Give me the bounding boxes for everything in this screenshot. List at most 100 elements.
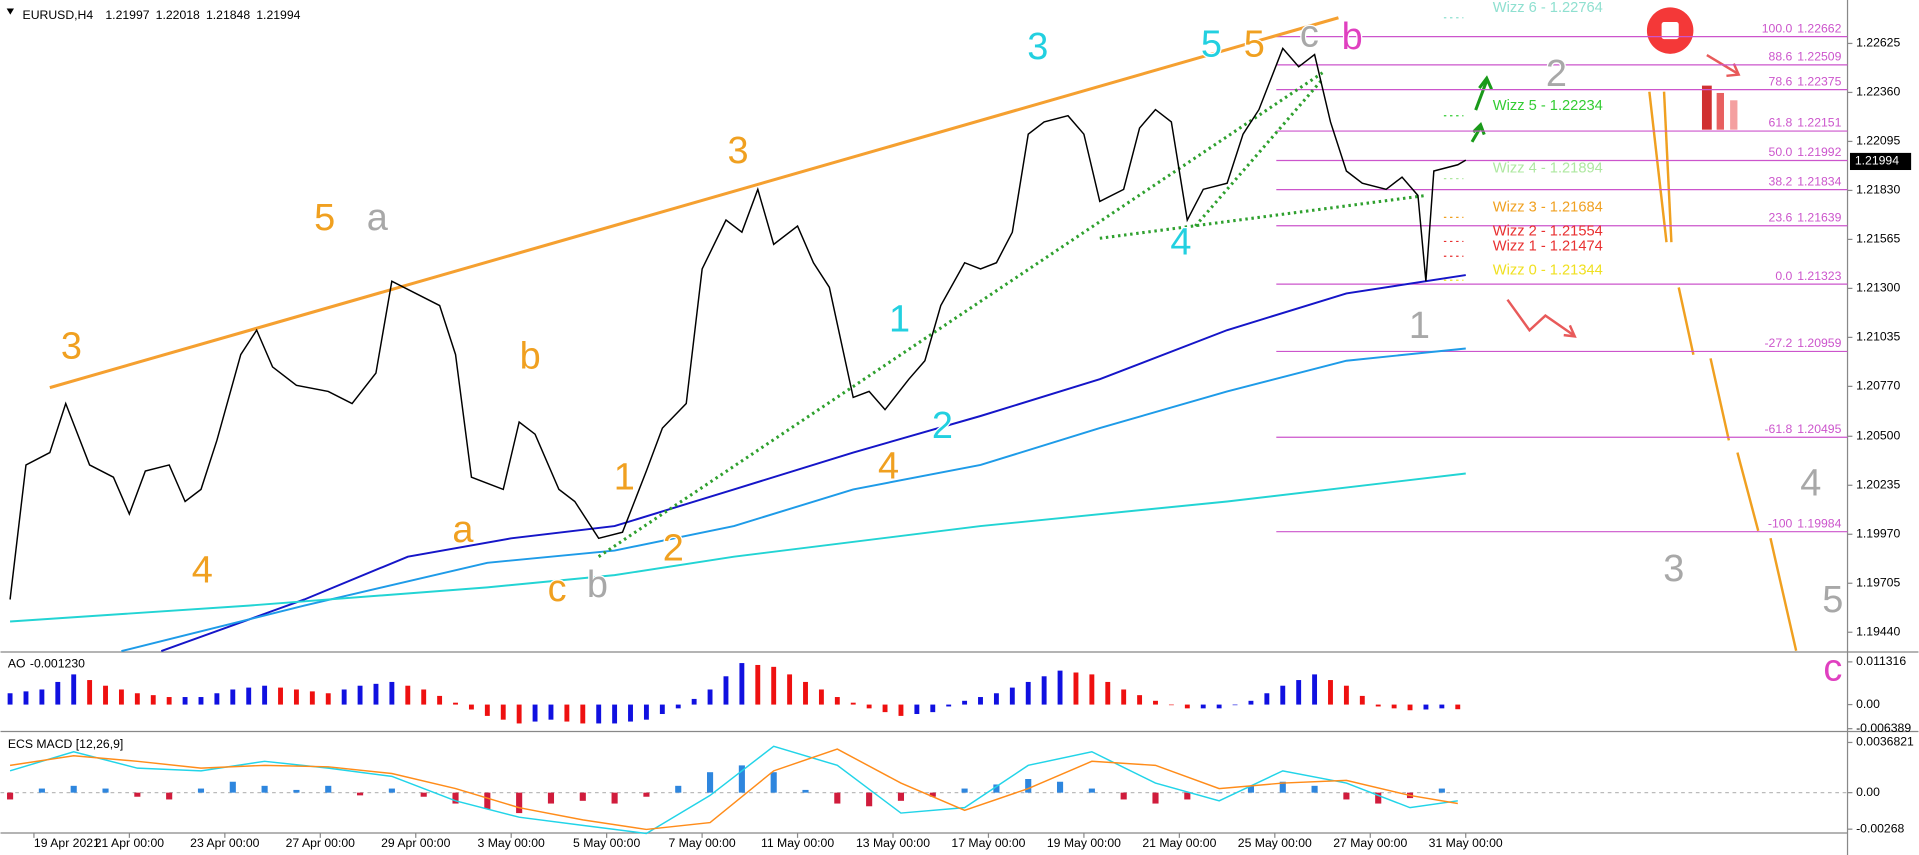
ao-bar xyxy=(1105,681,1111,705)
fib-price: 1.22509 xyxy=(1797,50,1841,64)
ao-bar xyxy=(1153,700,1158,705)
y-tick-label: 1.22625 xyxy=(1856,36,1900,50)
fib-price: 1.22151 xyxy=(1797,116,1841,130)
ao-bar xyxy=(230,689,236,705)
moving-average xyxy=(121,347,1466,653)
ao-bar xyxy=(1280,685,1286,705)
bars-icon xyxy=(1701,85,1738,130)
wave-label: 2 xyxy=(663,527,684,569)
dotted-trendline xyxy=(597,71,1324,558)
moving-average xyxy=(10,472,1466,623)
ao-bar xyxy=(1073,672,1079,705)
ao-bar xyxy=(341,689,347,705)
macd-histogram-bar xyxy=(675,785,682,793)
fib-label: -61.8 1.20495 xyxy=(1764,422,1841,436)
wave-label: 5 xyxy=(1822,579,1843,621)
fib-price: 1.21639 xyxy=(1797,211,1841,225)
ao-bar xyxy=(675,704,681,709)
macd-histogram-bar xyxy=(1120,792,1127,800)
ao-bar xyxy=(357,685,363,705)
y-tick-label: -0.00268 xyxy=(1856,821,1904,835)
ao-bar xyxy=(532,704,538,722)
x-tick-label: 21 Apr 00:00 xyxy=(95,836,165,850)
ao-bar xyxy=(659,704,665,715)
ao-bar xyxy=(707,689,713,705)
ao-bar xyxy=(1343,685,1349,705)
ao-bar xyxy=(739,663,745,705)
macd-histogram-bar xyxy=(1088,788,1095,793)
macd-histogram-bar xyxy=(70,785,77,793)
ao-bar xyxy=(1121,689,1127,705)
ao-bar xyxy=(1248,700,1254,705)
x-tick-label: 19 May 00:00 xyxy=(1047,836,1121,850)
ao-bar xyxy=(103,685,108,705)
macd-histogram-bar xyxy=(134,792,141,797)
wizz-label: Wizz 5 - 1.22234 xyxy=(1493,98,1603,114)
arrow xyxy=(1662,91,1673,243)
ao-bar xyxy=(166,697,172,705)
macd-histogram-bar xyxy=(261,785,268,793)
ao-bar xyxy=(596,704,602,724)
x-tick-label: 23 Apr 00:00 xyxy=(190,836,260,850)
wave-label: 5 xyxy=(1244,23,1265,65)
fib-ratio: 78.6 xyxy=(1769,75,1793,89)
ao-bar xyxy=(55,681,61,705)
trendline xyxy=(49,16,1339,390)
macd-histogram-bar xyxy=(1247,785,1255,793)
macd-histogram-bar xyxy=(993,784,1000,793)
ao-bar xyxy=(150,695,156,705)
ao-bar xyxy=(71,674,77,705)
price-tag-label: 1.21994 xyxy=(1855,154,1899,168)
x-tick-label: 21 May 00:00 xyxy=(1142,836,1216,850)
macd-histogram-bar xyxy=(929,792,936,797)
fib-label: 78.6 1.22375 xyxy=(1769,75,1842,89)
macd-histogram-bar xyxy=(1311,785,1318,793)
ao-title: AO xyxy=(8,656,26,670)
ao-bar xyxy=(484,704,490,716)
ao-bar xyxy=(787,674,793,705)
ao-bar xyxy=(978,697,983,705)
macd-histogram-bar xyxy=(1279,781,1286,793)
y-tick-label: 1.19705 xyxy=(1856,575,1900,589)
macd-histogram-bar xyxy=(293,789,300,793)
macd-line xyxy=(9,748,1458,831)
wave-label: b xyxy=(587,564,608,606)
wave-label: b xyxy=(520,335,541,377)
ao-bar xyxy=(309,691,315,705)
moving-average xyxy=(160,274,1466,653)
ao-bar xyxy=(962,700,968,705)
fib-label: 38.2 1.21834 xyxy=(1769,175,1842,189)
ao-bar xyxy=(405,685,411,705)
x-tick-label: 27 May 00:00 xyxy=(1333,836,1407,850)
fib-label: 23.6 1.21639 xyxy=(1769,211,1842,225)
macd-histogram-bar xyxy=(643,792,650,797)
ao-bar xyxy=(898,704,904,716)
wave-label: 5 xyxy=(314,197,335,239)
fib-label: 88.6 1.22509 xyxy=(1769,50,1842,64)
wizz-label: Wizz 4 - 1.21894 xyxy=(1493,161,1603,177)
macd-histogram-bar xyxy=(1152,792,1159,804)
ao-bar xyxy=(930,704,936,713)
ao-bar xyxy=(755,664,761,705)
ao-bar xyxy=(1168,704,1174,706)
macd-histogram-bar xyxy=(579,792,586,801)
ao-bar xyxy=(516,704,522,724)
fib-label: 100.0 1.22662 xyxy=(1762,21,1842,35)
fib-ratio: -100 xyxy=(1768,517,1793,531)
icon-bar xyxy=(1716,92,1724,130)
arrow xyxy=(1474,80,1489,111)
wizz-label: Wizz 6 - 1.22764 xyxy=(1493,0,1603,16)
ao-bar xyxy=(691,698,697,705)
wizz-label: Wizz 2 - 1.21554 xyxy=(1493,224,1603,240)
x-tick-label: 29 Apr 00:00 xyxy=(381,836,451,850)
ao-value: -0.001230 xyxy=(30,656,85,670)
x-tick-label: 5 May 00:00 xyxy=(573,836,640,850)
fib-price: 1.21834 xyxy=(1797,175,1841,189)
x-tick-label: 27 Apr 00:00 xyxy=(286,836,356,850)
projection-arrows xyxy=(1648,91,1798,652)
macd-histogram-bar xyxy=(1438,788,1445,793)
macd-histogram-bar xyxy=(738,765,745,793)
wave-label: 2 xyxy=(1546,53,1567,95)
menu-triangle[interactable] xyxy=(6,8,14,15)
